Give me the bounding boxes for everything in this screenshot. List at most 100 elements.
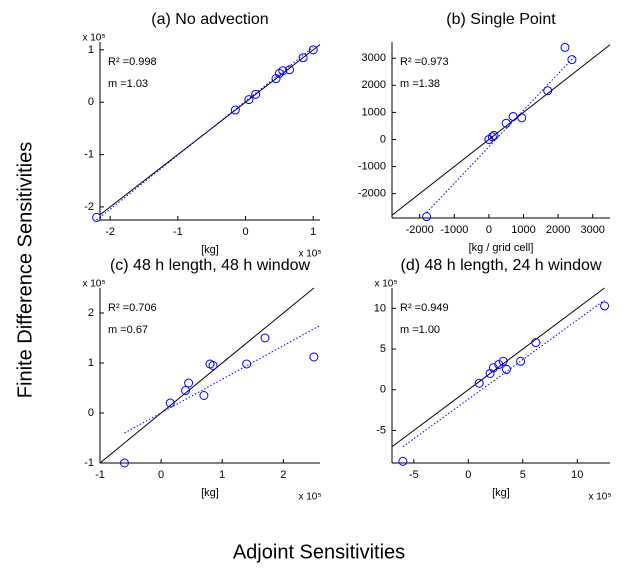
point [517, 113, 527, 123]
y-tick-label: 1000 [362, 106, 386, 118]
figure-xlabel: Adjoint Sensitivities [233, 541, 405, 563]
annotation: R² =0.706 [108, 302, 157, 314]
y-tick-label: 3000 [362, 52, 386, 64]
point [508, 111, 518, 121]
x-tick-label: 1 [219, 469, 225, 481]
x-scale-label: x 10⁵ [298, 249, 321, 260]
figure-ylabel: Finite Difference Sensitivities [14, 142, 36, 398]
point [501, 364, 511, 374]
point [165, 398, 175, 408]
identity-line [99, 287, 315, 464]
identity-line [391, 287, 605, 448]
point [251, 89, 261, 99]
point [309, 352, 319, 362]
y-scale-label: x 10⁵ [82, 33, 105, 44]
y-tick-label: -2000 [358, 188, 386, 200]
point [285, 65, 295, 75]
annotation: m =1.00 [400, 324, 440, 336]
subplot: -2000 -1000 0 1000 2000 3000 -2000 -1000 0 1000 20… [358, 11, 611, 254]
point [560, 42, 570, 52]
y-tick-label: 1 [88, 357, 94, 369]
x-scale-label: x 10⁵ [298, 492, 321, 503]
x-tick-label: 1 [310, 226, 316, 238]
y-tick-label: -1 [84, 148, 94, 160]
point [230, 105, 240, 115]
point [199, 391, 209, 400]
y-tick-label: 0 [380, 384, 386, 396]
x-tick-label: 0 [465, 469, 471, 481]
point [184, 378, 194, 388]
point [488, 363, 498, 373]
x-axis-label: [kg] [201, 244, 219, 256]
point [501, 118, 511, 128]
point [278, 66, 288, 76]
x-tick-label: -5 [409, 469, 419, 481]
x-tick-label: 0 [158, 469, 164, 481]
fit-line [402, 299, 605, 448]
point [242, 359, 252, 369]
point [244, 95, 254, 105]
point [543, 86, 553, 96]
point [487, 132, 497, 142]
y-tick-label: 0 [380, 133, 386, 145]
x-tick-label: -1000 [440, 224, 468, 236]
point [567, 55, 577, 65]
y-tick-label: -1000 [358, 160, 386, 172]
x-tick-label: 3000 [580, 224, 604, 236]
point [92, 212, 102, 222]
y-tick-label: 5 [380, 343, 386, 355]
x-tick-label: 5 [520, 469, 526, 481]
point [308, 45, 318, 55]
x-scale-label: x 10⁵ [588, 492, 611, 503]
subplot-title: (c) 48 h length, 48 h window [110, 257, 311, 274]
subplot: -5 0 5 10 -5 0 5 10 (d) 48 h length, 24 h window… [374, 257, 612, 502]
x-tick-label: 0 [242, 226, 248, 238]
point [260, 333, 270, 343]
annotation: R² =0.998 [108, 56, 157, 68]
x-axis-label: [kg / grid cell] [469, 242, 534, 254]
y-tick-label: 2000 [362, 79, 386, 91]
y-tick-label: 0 [88, 407, 94, 419]
point [398, 456, 408, 466]
point [181, 386, 191, 395]
x-tick-label: -1 [173, 226, 183, 238]
y-tick-label: -2 [84, 201, 94, 213]
point [531, 338, 541, 348]
x-tick-label: -1 [95, 469, 105, 481]
annotation: R² =0.949 [400, 302, 449, 314]
x-axis-label: [kg] [492, 487, 510, 499]
y-scale-label: x 10⁵ [374, 279, 397, 290]
point [422, 212, 432, 222]
point [298, 53, 308, 63]
x-tick-label: 1000 [511, 224, 535, 236]
point [208, 361, 218, 370]
fit-line [96, 46, 314, 221]
x-tick-label: 2 [280, 469, 286, 481]
subplot-title: (d) 48 h length, 24 h window [400, 257, 601, 274]
point [474, 378, 484, 388]
x-tick-label: 10 [571, 469, 583, 481]
annotation: m =1.03 [108, 78, 148, 90]
fit-line [426, 55, 576, 213]
subplot-title: (a) No advection [151, 11, 268, 28]
annotation: R² =0.973 [400, 56, 449, 68]
x-tick-label: -2 [105, 226, 115, 238]
x-axis-label: [kg] [201, 487, 219, 499]
subplot: -2 -1 0 1 -2 -1 0 1 (a) No advection [kg] x 10⁵ x 1… [82, 11, 321, 259]
point [600, 301, 610, 311]
x-tick-label: 2000 [546, 224, 570, 236]
point [516, 356, 526, 366]
y-scale-label: x 10⁵ [82, 279, 105, 290]
y-tick-label: -1 [84, 457, 94, 469]
point [119, 458, 129, 468]
annotation: m =1.38 [400, 78, 440, 90]
y-tick-label: 1 [88, 44, 94, 56]
point [498, 356, 508, 366]
identity-line [391, 44, 611, 216]
y-tick-label: 10 [374, 302, 386, 314]
annotation: m =0.67 [108, 324, 148, 336]
subplot-title: (b) Single Point [446, 11, 556, 28]
fit-line [124, 325, 321, 434]
